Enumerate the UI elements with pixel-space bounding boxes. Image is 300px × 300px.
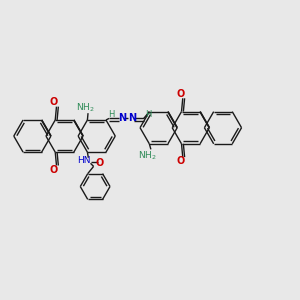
Text: O: O [50,165,58,175]
Text: NH$_2$: NH$_2$ [76,102,94,115]
Text: O: O [176,157,184,166]
Text: H: H [145,110,151,119]
Text: O: O [176,89,184,99]
Text: N: N [118,113,127,123]
Text: H: H [108,110,115,118]
Text: N: N [128,113,136,123]
Text: O: O [50,97,58,107]
Text: NH$_2$: NH$_2$ [139,149,157,162]
Text: HN: HN [78,156,91,165]
Text: O: O [95,158,103,168]
